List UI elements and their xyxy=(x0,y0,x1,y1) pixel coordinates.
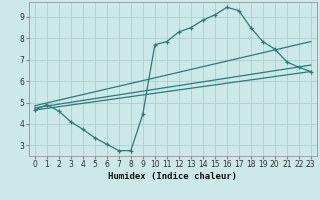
X-axis label: Humidex (Indice chaleur): Humidex (Indice chaleur) xyxy=(108,172,237,181)
